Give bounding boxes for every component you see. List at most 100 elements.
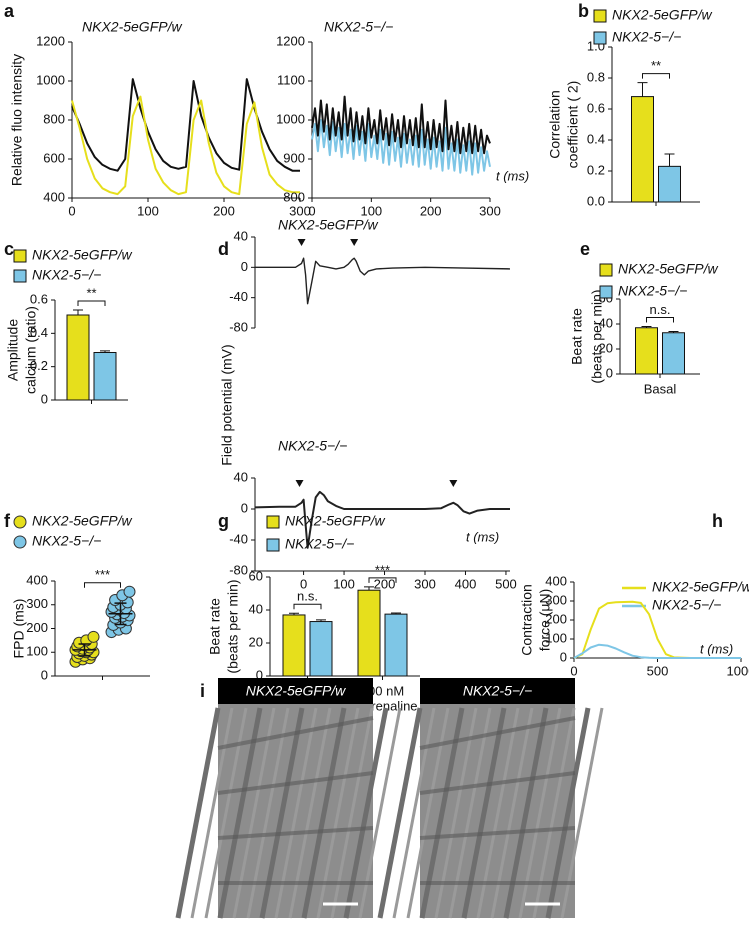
panel-letter: d (218, 239, 229, 259)
significance-bracket (293, 603, 322, 610)
bar (658, 165, 681, 203)
error-bar (73, 309, 83, 315)
sd-bar (114, 602, 127, 626)
legend-label: NKX2-5−/− (652, 597, 721, 613)
y-tick-label: 1000 (276, 111, 305, 126)
y-tick-label: 40 (249, 601, 263, 616)
texture (419, 716, 576, 750)
y-axis-label: coefficient ( 2) (565, 81, 581, 169)
texture (392, 707, 436, 919)
y-tick-label: 900 (283, 150, 305, 165)
texture (217, 771, 374, 795)
y-tick-label: 1000 (36, 72, 65, 87)
significance-bracket (646, 317, 674, 323)
y-tick-label: 0 (241, 500, 248, 515)
legend-label: NKX2-5−/− (32, 533, 101, 549)
significance-label: n.s. (297, 589, 318, 604)
panel-letter: c (4, 239, 14, 259)
panel-letter: g (218, 511, 229, 531)
y-axis-label: force (μN) (537, 589, 553, 652)
texture (217, 716, 374, 750)
y-tick-label: 20 (599, 340, 613, 355)
x-tick-label: 500 (495, 576, 517, 591)
legend-label: NKX2-5eGFP/w (285, 513, 385, 529)
line-series (254, 490, 510, 549)
panel-letter: f (4, 511, 11, 531)
line-series (311, 95, 491, 155)
bar (635, 327, 658, 375)
y-tick-label: 0 (560, 649, 567, 664)
x-tick-label: 200 (420, 203, 442, 218)
legend-label: NKX2-5−/− (618, 283, 687, 299)
x-tick-label: 100 (360, 203, 382, 218)
y-tick-label: 0.4 (30, 325, 48, 340)
significance-label: ** (651, 58, 661, 73)
y-axis-label: (beats per min) (589, 289, 605, 383)
y-axis-label: Field potential (mV) (219, 344, 235, 465)
texture (190, 707, 234, 919)
line-series (71, 95, 300, 196)
bar (282, 614, 306, 677)
x-axis-label: t (ms) (466, 529, 499, 544)
x-tick-label: 0 (570, 663, 577, 678)
y-tick-label: 40 (234, 228, 248, 243)
chart-title: NKX2-5−/− (324, 19, 393, 35)
error-bar (364, 586, 374, 591)
legend-label: NKX2-5−/− (285, 536, 354, 552)
y-tick-label: 100 (545, 630, 567, 645)
x-tick-label: 100 (333, 576, 355, 591)
arrow-marker (449, 480, 458, 487)
significance-label: *** (95, 567, 110, 582)
y-tick-label: 100 (26, 644, 48, 659)
y-tick-label: -80 (229, 319, 248, 334)
significance-label: ** (86, 285, 96, 300)
significance-bracket (77, 300, 106, 306)
image-title: NKX2-5eGFP/w (246, 683, 346, 699)
y-tick-label: 0.2 (587, 162, 605, 177)
y-tick-label: 300 (545, 592, 567, 607)
panel-letter: a (4, 1, 15, 21)
y-tick-label: 0 (606, 365, 613, 380)
chart-title: NKX2-5eGFP/w (82, 19, 182, 35)
micrograph (175, 678, 402, 919)
panel-letter: e (580, 239, 590, 259)
legend-swatch (13, 269, 27, 283)
y-tick-label: 200 (26, 620, 48, 635)
texture (217, 826, 374, 840)
legend-label: NKX2-5eGFP/w (652, 579, 749, 595)
legend-label: NKX2-5eGFP/w (32, 247, 132, 263)
x-tick-label: 200 (374, 576, 396, 591)
legend-swatch (593, 31, 607, 45)
y-tick-label: 40 (234, 469, 248, 484)
error-bar (637, 82, 648, 97)
x-tick-label: 500 (647, 663, 669, 678)
legend-label: NKX2-5eGFP/w (618, 261, 718, 277)
y-tick-label: -40 (229, 289, 248, 304)
significance-label: *** (375, 562, 390, 577)
y-tick-label: 800 (43, 111, 65, 126)
y-axis-label: Contraction (519, 584, 535, 656)
chart-title: NKX2-5eGFP/w (278, 217, 378, 233)
legend-label: NKX2-5−/− (32, 267, 101, 283)
error-bar (100, 350, 110, 353)
y-tick-label: 300 (26, 596, 48, 611)
y-tick-label: 0.8 (587, 69, 605, 84)
line-series (311, 119, 491, 176)
significance-bracket (642, 73, 670, 79)
legend-swatch (266, 538, 280, 552)
line-series (71, 78, 300, 172)
y-axis-label: Amplitude (5, 319, 21, 381)
image-header (420, 678, 575, 704)
bar (384, 613, 408, 677)
texture (175, 707, 221, 919)
x-tick-label: 0 (308, 203, 315, 218)
x-tick-label: 300 (289, 203, 311, 218)
y-tick-label: 200 (545, 611, 567, 626)
legend-label: NKX2-5eGFP/w (612, 7, 712, 23)
y-axis-label: FPD (ms) (11, 599, 27, 659)
bar (66, 314, 90, 401)
y-tick-label: -40 (229, 531, 248, 546)
y-axis-label: Relative fluo intensity (9, 54, 25, 186)
legend-swatch (593, 9, 607, 23)
